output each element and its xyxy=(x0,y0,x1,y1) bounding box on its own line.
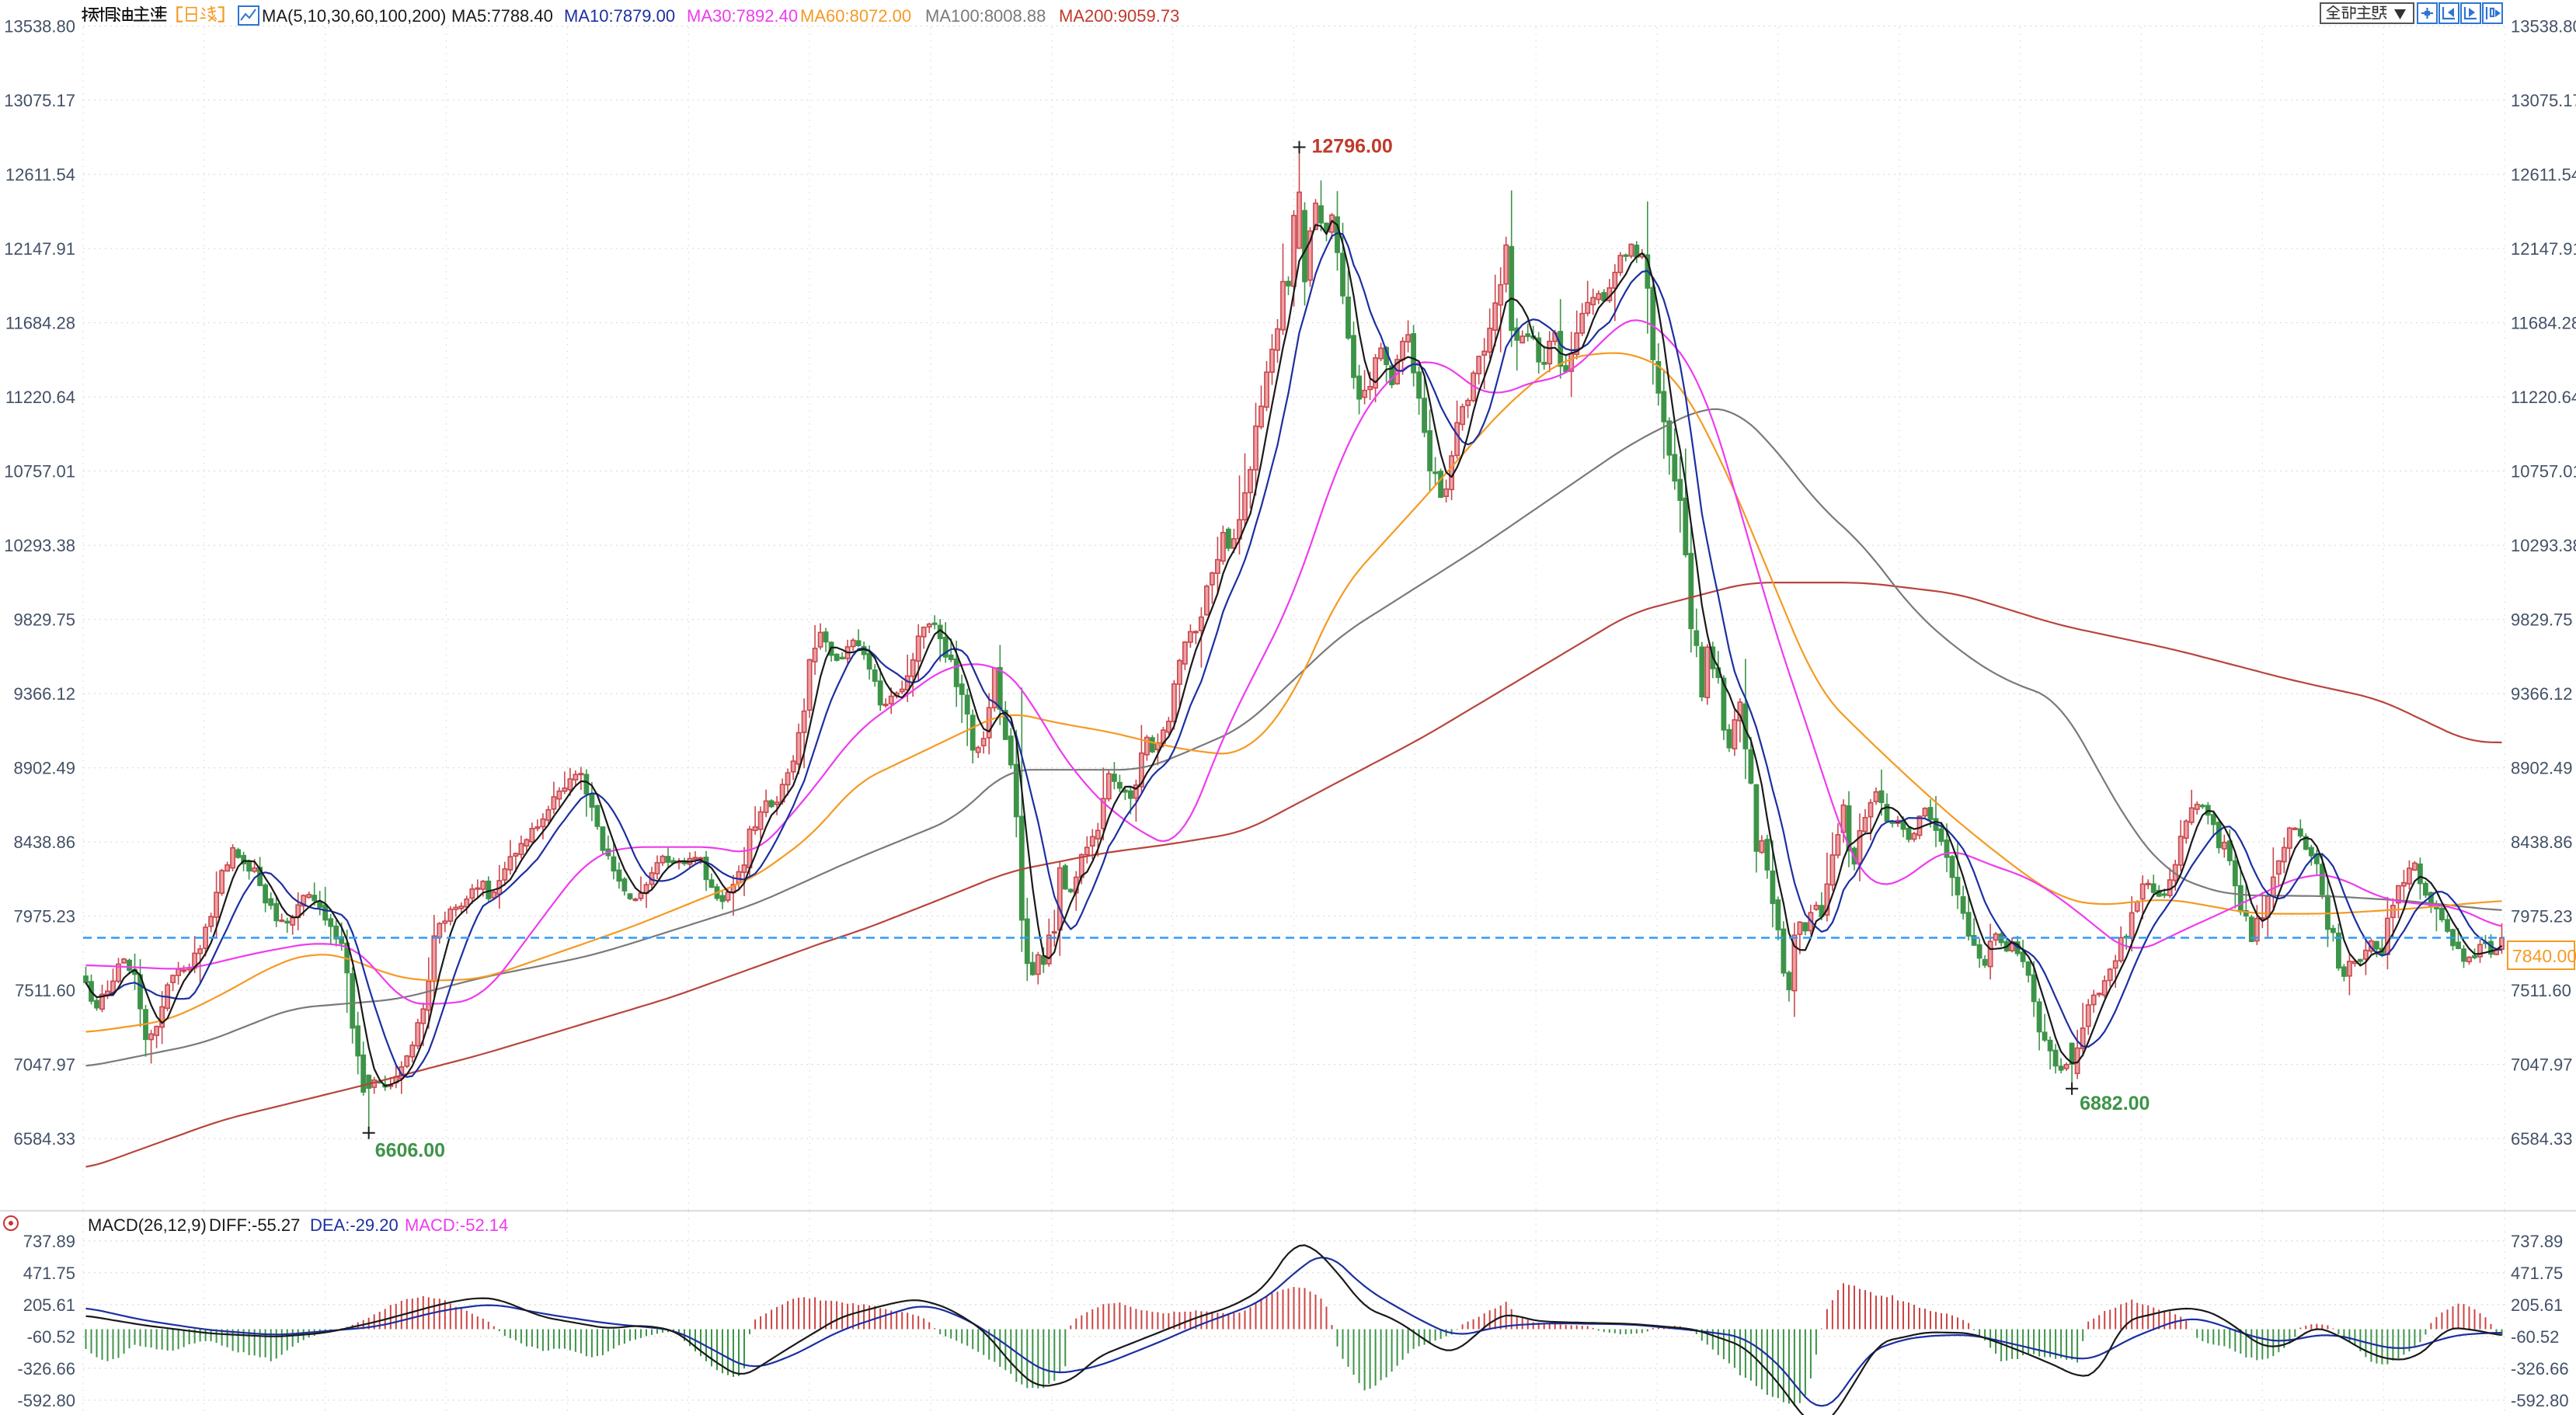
svg-text:10757.01: 10757.01 xyxy=(4,462,75,482)
svg-text:7975.23: 7975.23 xyxy=(13,907,75,927)
svg-text:8438.86: 8438.86 xyxy=(2511,833,2573,852)
svg-text:11684.28: 11684.28 xyxy=(2511,314,2576,333)
svg-text:205.61: 205.61 xyxy=(2511,1295,2563,1315)
svg-text:8902.49: 8902.49 xyxy=(13,759,75,778)
svg-text:9829.75: 9829.75 xyxy=(2511,610,2573,630)
svg-text:7047.97: 7047.97 xyxy=(13,1055,75,1075)
svg-text:12796.00: 12796.00 xyxy=(1312,136,1393,158)
svg-text:6584.33: 6584.33 xyxy=(13,1129,75,1149)
svg-text:13538.80: 13538.80 xyxy=(2511,17,2576,37)
svg-text:MACD(26,12,9): MACD(26,12,9) xyxy=(88,1215,207,1235)
svg-text:-592.80: -592.80 xyxy=(2511,1391,2569,1410)
svg-text:6606.00: 6606.00 xyxy=(375,1140,445,1162)
svg-text:8902.49: 8902.49 xyxy=(2511,759,2573,778)
svg-text:7511.60: 7511.60 xyxy=(2511,981,2571,1000)
svg-text:205.61: 205.61 xyxy=(23,1295,75,1315)
svg-text:MA200:9059.73: MA200:9059.73 xyxy=(1059,6,1179,26)
svg-text:6882.00: 6882.00 xyxy=(2080,1093,2150,1114)
svg-text:12611.54: 12611.54 xyxy=(5,165,75,185)
svg-text:11684.28: 11684.28 xyxy=(5,314,75,333)
svg-text:6584.33: 6584.33 xyxy=(2511,1129,2573,1149)
svg-text:MA(5,10,30,60,100,200): MA(5,10,30,60,100,200) xyxy=(262,6,446,26)
svg-text:10757.01: 10757.01 xyxy=(2511,462,2576,482)
svg-text:7047.97: 7047.97 xyxy=(2511,1055,2573,1075)
svg-text:-326.66: -326.66 xyxy=(17,1359,75,1378)
svg-text:DIFF:-55.27: DIFF:-55.27 xyxy=(209,1215,300,1235)
svg-text:13538.80: 13538.80 xyxy=(4,17,75,37)
svg-text:9366.12: 9366.12 xyxy=(2511,684,2573,704)
svg-text:7511.60: 7511.60 xyxy=(15,981,75,1000)
svg-text:10293.38: 10293.38 xyxy=(2511,536,2576,555)
svg-text:-60.52: -60.52 xyxy=(27,1327,75,1347)
svg-text:11220.64: 11220.64 xyxy=(5,388,75,407)
svg-text:10293.38: 10293.38 xyxy=(4,536,75,555)
svg-text:13075.17: 13075.17 xyxy=(2511,91,2576,110)
svg-text:DEA:-29.20: DEA:-29.20 xyxy=(310,1215,399,1235)
svg-text:11220.64: 11220.64 xyxy=(2511,388,2576,407)
svg-text:9366.12: 9366.12 xyxy=(13,684,75,704)
svg-text:13075.17: 13075.17 xyxy=(4,91,75,110)
svg-text:737.89: 737.89 xyxy=(2511,1232,2563,1251)
svg-text:MA30:7892.40: MA30:7892.40 xyxy=(687,6,798,26)
svg-text:-592.80: -592.80 xyxy=(17,1391,75,1410)
svg-text:9829.75: 9829.75 xyxy=(13,610,75,630)
svg-text:MA10:7879.00: MA10:7879.00 xyxy=(564,6,675,26)
svg-text:737.89: 737.89 xyxy=(23,1232,75,1251)
svg-text:7840.00: 7840.00 xyxy=(2512,946,2576,966)
svg-text:7975.23: 7975.23 xyxy=(2511,907,2573,927)
svg-text:MA5:7788.40: MA5:7788.40 xyxy=(451,6,553,26)
svg-text:MACD:-52.14: MACD:-52.14 xyxy=(405,1215,508,1235)
svg-text:-60.52: -60.52 xyxy=(2511,1327,2559,1347)
svg-text:MA60:8072.00: MA60:8072.00 xyxy=(800,6,911,26)
svg-text:471.75: 471.75 xyxy=(23,1264,75,1283)
svg-text:12147.91: 12147.91 xyxy=(4,239,75,259)
svg-text:471.75: 471.75 xyxy=(2511,1264,2563,1283)
svg-text:12147.91: 12147.91 xyxy=(2511,239,2576,259)
svg-text:12611.54: 12611.54 xyxy=(2511,165,2576,185)
svg-text:MA100:8008.88: MA100:8008.88 xyxy=(925,6,1046,26)
svg-text:-326.66: -326.66 xyxy=(2511,1359,2569,1378)
svg-text:8438.86: 8438.86 xyxy=(13,833,75,852)
